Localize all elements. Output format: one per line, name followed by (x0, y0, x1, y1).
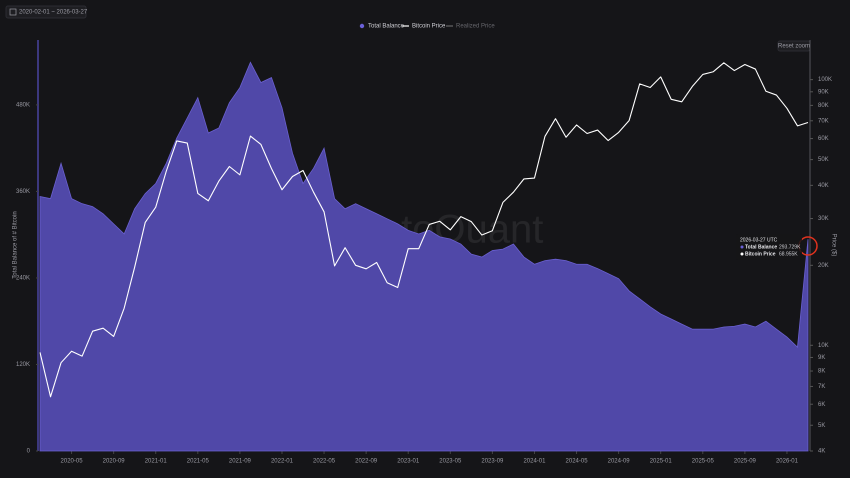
date-range-picker[interactable]: 2020-02-01 ~ 2026-03-27 (5, 5, 88, 19)
tooltip-dot (740, 245, 744, 249)
x-tick-label: 2024-01 (523, 459, 546, 465)
y2-tick-label: 9K (818, 355, 825, 361)
tooltip-value: 68.955K (779, 251, 798, 257)
date-range-box[interactable] (5, 5, 87, 19)
tooltip-value: 293.729K (779, 244, 801, 250)
y2-tick-label: 10K (818, 343, 829, 349)
y2-axis-label: Price ($) (830, 234, 836, 257)
y2-tick-label: 6K (818, 402, 825, 408)
y2-tick-label: 8K (818, 369, 825, 375)
x-tick-label: 2024-09 (608, 459, 631, 465)
date-range-text: 2020-02-01 ~ 2026-03-27 (19, 10, 88, 16)
reset-zoom[interactable]: Reset zoom (777, 40, 811, 52)
legend-swatch (359, 23, 365, 29)
y-tick-label: 360K (16, 189, 30, 195)
y2-tick-label: 7K (818, 384, 825, 390)
price-line (39, 62, 809, 398)
y2-tick-label: 40K (818, 183, 829, 189)
x-tick-label: 2022-05 (313, 459, 336, 465)
x-tick-label: 2023-05 (439, 459, 462, 465)
x-tick-label: 2025-05 (692, 459, 715, 465)
x-tick-label: 2024-05 (566, 459, 589, 465)
legend-label: Total Balance (368, 24, 405, 30)
y-tick-label: 0 (27, 449, 31, 455)
reset-zoom-text: Reset zoom (778, 44, 810, 50)
y2-tick-label: 60K (818, 136, 829, 142)
tooltip-dot (740, 252, 744, 256)
tooltip-box (736, 234, 802, 260)
x-tick-label: 2021-05 (187, 459, 210, 465)
x-tick-label: 2020-09 (103, 459, 126, 465)
y-tick-label: 240K (16, 276, 30, 282)
tooltip-name: Total Balance (745, 244, 777, 250)
x-tick-label: 2026-01 (776, 459, 799, 465)
y-tick-label: 480K (16, 102, 30, 108)
x-tick-label: 2025-01 (650, 459, 673, 465)
y2-tick-label: 90K (818, 89, 829, 95)
plot-area: 0 120K 240K 360K 480K 4K 5K 6K 7K 8K 9K 10K 20K 30K 40… (16, 40, 832, 465)
legend-label: Realized Price (456, 24, 495, 30)
x-tick-label: 2022-01 (271, 459, 294, 465)
y2-tick-label: 30K (818, 216, 829, 222)
y2-tick-label: 4K (818, 449, 825, 455)
x-tick-label: 2020-05 (61, 459, 84, 465)
y2-tick-label: 80K (818, 103, 829, 109)
x-tick-label: 2023-09 (481, 459, 504, 465)
legend-label: Bitcoin Price (412, 24, 446, 30)
y2-tick-label: 5K (818, 423, 825, 429)
y2-tick-label: 100K (818, 77, 832, 83)
x-tick-label: 2023-01 (397, 459, 420, 465)
x-tick-label: 2021-09 (229, 459, 252, 465)
y2-tick-label: 70K (818, 118, 829, 124)
calendar-icon (9, 8, 17, 16)
y-tick-label: 120K (16, 362, 30, 368)
tooltip-date: 2026-03-27 UTC (740, 237, 778, 243)
x-tick-label: 2025-09 (734, 459, 757, 465)
y-axis-label: Total Balance of # Bitcoin (13, 211, 19, 278)
y2-tick-label: 50K (818, 157, 829, 163)
x-tick-label: 2021-01 (145, 459, 168, 465)
x-tick-label: 2022-09 (355, 459, 378, 465)
balance-area (39, 61, 809, 452)
tooltip-name: Bitcoin Price (745, 251, 776, 257)
y2-tick-label: 20K (818, 263, 829, 269)
